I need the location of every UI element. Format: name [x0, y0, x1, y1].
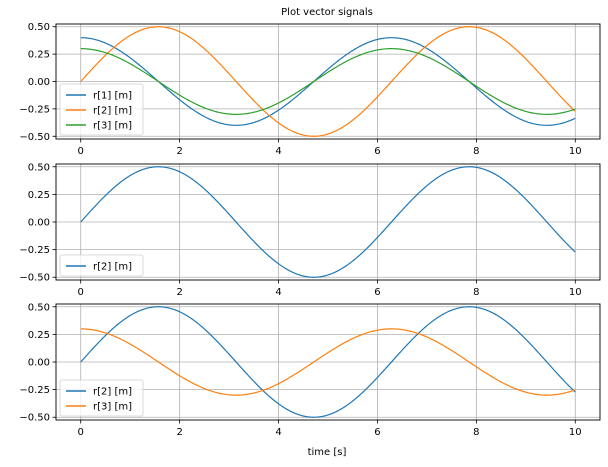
x-tick-label: 6	[374, 427, 380, 438]
subplot-2: 0 2 4 6 8 10 0.50 0.25 0.00 −0.25 −0.50 r[2] [m]	[19, 162, 601, 298]
legend-label: r[2] [m]	[93, 262, 132, 273]
legend: r[2] [m]	[59, 254, 144, 277]
y-tick-label: −0.50	[19, 413, 50, 424]
x-tick-label: 0	[78, 427, 84, 438]
x-tick-label: 10	[569, 146, 582, 157]
y-tick-label: 0.00	[28, 358, 50, 369]
x-tick-label: 0	[78, 146, 84, 157]
y-tick-label: 0.50	[28, 302, 50, 313]
x-tick-label: 2	[176, 146, 182, 157]
y-tick-label: −0.25	[19, 385, 50, 396]
y-tick-label: −0.50	[19, 273, 50, 284]
subplot-3: 0 2 4 6 8 10 0.50 0.25 0.00 −0.25 −0.50 r[2] [m] r[3…	[19, 302, 601, 438]
y-tick-label: −0.50	[19, 132, 50, 143]
legend-label: r[3] [m]	[93, 402, 132, 413]
figure-title: Plot vector signals	[281, 7, 373, 18]
x-tick-label: 10	[569, 287, 582, 298]
x-tick-label: 6	[374, 146, 380, 157]
series-line-3	[80, 48, 576, 115]
legend-label: r[1] [m]	[93, 91, 132, 102]
series-line-2	[80, 26, 576, 137]
x-tick-label: 10	[569, 427, 582, 438]
series-line-1	[80, 306, 576, 418]
y-tick-label: 0.25	[28, 190, 50, 201]
x-tick-label: 2	[176, 427, 182, 438]
legend-box	[59, 379, 144, 417]
y-tick-label: 0.25	[28, 50, 50, 61]
x-tick-label: 0	[78, 287, 84, 298]
x-tick-label: 4	[275, 427, 281, 438]
y-tick-label: 0.50	[28, 162, 50, 173]
x-tick-label: 2	[176, 287, 182, 298]
legend-label: r[3] [m]	[93, 121, 132, 132]
y-tick-label: 0.00	[28, 218, 50, 229]
legend-label: r[2] [m]	[93, 106, 132, 117]
series-line-2	[80, 328, 576, 396]
y-tick-label: −0.25	[19, 104, 50, 115]
y-tick-label: 0.25	[28, 330, 50, 341]
y-tick-label: −0.25	[19, 245, 50, 256]
legend: r[1] [m] r[2] [m] r[3] [m]	[59, 83, 144, 136]
x-tick-label: 4	[275, 146, 281, 157]
legend-label: r[2] [m]	[93, 387, 132, 398]
legend: r[2] [m] r[3] [m]	[59, 379, 144, 417]
y-tick-label: 0.50	[28, 22, 50, 33]
x-axis-label: time [s]	[308, 447, 347, 458]
x-tick-label: 8	[473, 287, 479, 298]
series-line-1	[80, 37, 576, 126]
y-tick-label: 0.00	[28, 77, 50, 88]
legend-box	[59, 254, 144, 277]
x-tick-label: 8	[473, 146, 479, 157]
x-tick-label: 6	[374, 287, 380, 298]
legend-box	[59, 83, 144, 136]
series-line-1	[80, 166, 576, 278]
subplot-1: 0 2 4 6 8 10 0.50 0.25 0.00 −0.25 −0.50 r[1] [m] r[2…	[19, 22, 601, 157]
x-tick-label: 4	[275, 287, 281, 298]
x-tick-label: 8	[473, 427, 479, 438]
